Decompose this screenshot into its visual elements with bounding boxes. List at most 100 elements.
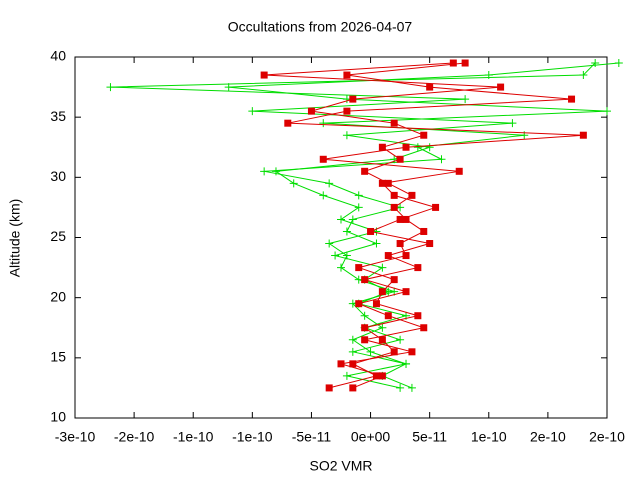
point xyxy=(378,288,386,296)
point xyxy=(355,264,363,272)
point xyxy=(343,107,351,115)
point xyxy=(396,335,405,344)
point xyxy=(354,203,363,212)
point xyxy=(420,227,428,235)
series-line xyxy=(110,62,596,389)
point xyxy=(390,119,398,127)
point xyxy=(355,300,363,308)
point xyxy=(224,83,233,92)
point xyxy=(349,384,357,392)
point xyxy=(361,167,369,175)
point xyxy=(603,107,611,116)
point xyxy=(349,360,357,368)
point xyxy=(425,143,434,152)
point xyxy=(360,311,369,320)
point xyxy=(402,359,411,368)
point xyxy=(396,383,405,392)
x-tick-label: 1e-10 xyxy=(471,429,507,445)
point xyxy=(361,276,369,284)
point xyxy=(378,336,386,344)
point xyxy=(284,119,292,127)
series-line xyxy=(228,62,619,389)
y-tick-label: 15 xyxy=(50,349,66,365)
point xyxy=(420,324,428,332)
x-tick-label: 2e-10 xyxy=(589,429,625,445)
point xyxy=(426,240,434,248)
point xyxy=(378,263,387,272)
y-tick-label: 10 xyxy=(50,409,66,425)
point xyxy=(396,240,404,248)
point xyxy=(367,227,375,235)
point xyxy=(349,95,357,103)
point xyxy=(342,131,351,140)
point xyxy=(408,348,416,356)
point xyxy=(319,119,328,128)
point xyxy=(414,312,422,320)
point xyxy=(337,360,345,368)
point xyxy=(614,59,623,68)
y-tick-label: 25 xyxy=(50,228,66,244)
point xyxy=(307,107,315,115)
point xyxy=(390,203,398,211)
point xyxy=(402,215,410,223)
point xyxy=(432,203,440,211)
point xyxy=(366,347,375,356)
x-tick-label: -1e-10 xyxy=(232,429,273,445)
point xyxy=(390,348,398,356)
point xyxy=(407,383,416,392)
point xyxy=(568,95,576,103)
point xyxy=(361,336,369,344)
point xyxy=(437,155,446,164)
x-tick-label: 2e-10 xyxy=(530,429,566,445)
y-tick-label: 20 xyxy=(50,288,66,304)
x-axis-label: SO2 VMR xyxy=(309,458,372,474)
point xyxy=(426,83,434,91)
x-tick-label: 5e-11 xyxy=(412,429,447,445)
point xyxy=(396,155,404,163)
point xyxy=(408,191,416,199)
point xyxy=(348,347,357,356)
y-axis-label: Altitude (km) xyxy=(7,199,23,278)
point xyxy=(372,239,381,248)
point xyxy=(390,276,398,284)
point xyxy=(348,215,357,224)
point xyxy=(455,167,463,175)
point xyxy=(343,71,351,79)
y-tick-label: 30 xyxy=(50,168,66,184)
point xyxy=(342,371,351,380)
point xyxy=(260,167,269,176)
series-line xyxy=(264,62,501,389)
point xyxy=(289,179,298,188)
chart-title: Occultations from 2026-04-07 xyxy=(228,19,413,35)
x-tick-label: -1e-10 xyxy=(173,429,214,445)
point xyxy=(402,288,410,296)
point xyxy=(396,215,404,223)
y-tick-label: 40 xyxy=(50,48,66,64)
point xyxy=(414,264,422,272)
point xyxy=(248,107,257,116)
x-tick-label: -5e-11 xyxy=(292,429,332,445)
series-line xyxy=(287,62,584,389)
point xyxy=(337,263,345,272)
point xyxy=(579,71,588,80)
point xyxy=(319,191,328,200)
point xyxy=(348,335,357,344)
point xyxy=(449,59,457,67)
point xyxy=(384,179,392,187)
point xyxy=(402,143,410,151)
point xyxy=(325,239,334,248)
point xyxy=(390,191,398,199)
point xyxy=(354,191,363,200)
point xyxy=(497,83,505,91)
point xyxy=(402,252,410,260)
point xyxy=(384,252,392,260)
point xyxy=(461,95,470,104)
point xyxy=(331,251,340,260)
point xyxy=(378,143,386,151)
point xyxy=(484,71,493,80)
point xyxy=(579,131,587,139)
point xyxy=(372,372,380,380)
